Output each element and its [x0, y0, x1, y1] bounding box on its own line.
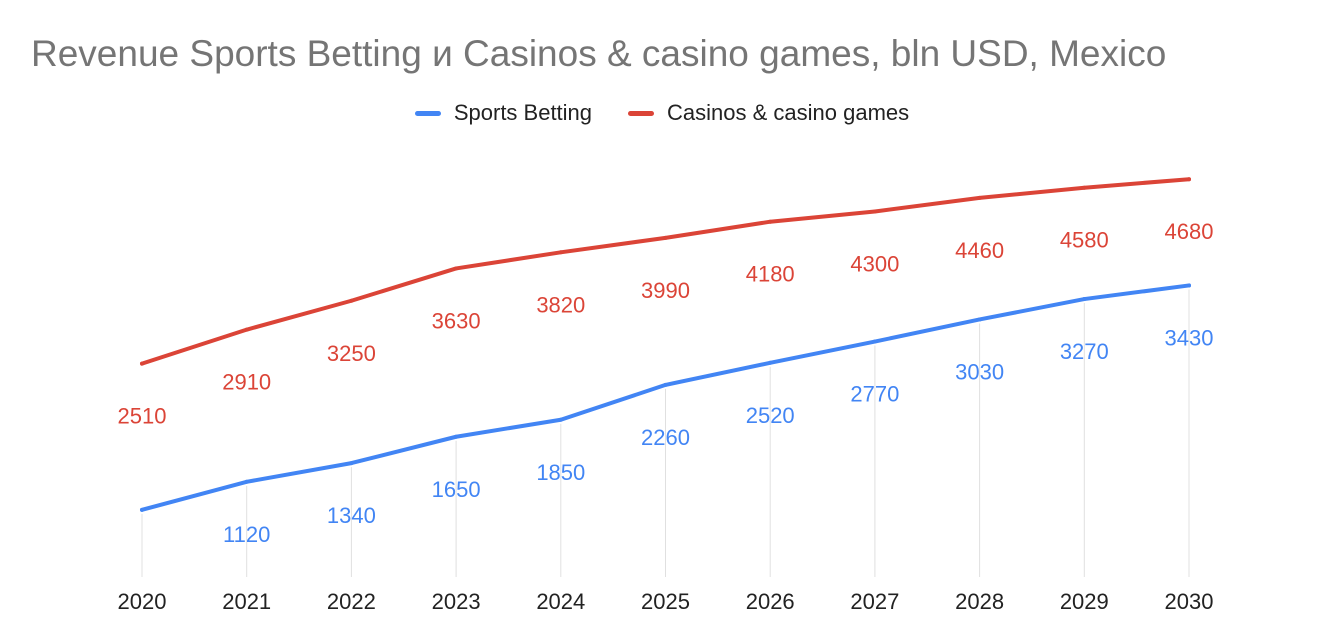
data-point-casinos-casino-games-2025 [663, 235, 668, 240]
data-label-sports-betting-2021: 1120 [223, 522, 270, 547]
data-label-sports-betting-2029: 3270 [1060, 339, 1109, 364]
data-point-sports-betting-2022 [349, 461, 354, 466]
x-tick-label-2028: 2028 [955, 589, 1004, 614]
data-point-sports-betting-2021 [244, 479, 249, 484]
x-tick-label-2030: 2030 [1165, 589, 1214, 614]
data-point-sports-betting-2020 [140, 507, 144, 512]
x-tick-label-2022: 2022 [327, 589, 376, 614]
legend-swatch-casinos [628, 110, 655, 116]
data-label-casinos-casino-games-2027: 4300 [850, 252, 899, 277]
data-label-casinos-casino-games-2023: 3630 [432, 308, 481, 333]
data-label-casinos-casino-games-2030: 4680 [1165, 219, 1214, 244]
data-point-casinos-casino-games-2020 [140, 361, 144, 366]
x-tick-label-2027: 2027 [850, 589, 899, 614]
x-tick-label-2021: 2021 [222, 589, 271, 614]
x-tick-label-2024: 2024 [536, 589, 585, 614]
x-tick-label-2029: 2029 [1060, 589, 1109, 614]
legend-label-sports-betting: Sports Betting [453, 100, 593, 125]
data-label-casinos-casino-games-2026: 4180 [746, 262, 795, 287]
legend-swatch-sports-betting [414, 110, 441, 116]
data-point-casinos-casino-games-2024 [558, 250, 563, 255]
data-point-casinos-casino-games-2023 [454, 266, 459, 271]
data-label-casinos-casino-games-2024: 3820 [536, 292, 585, 317]
data-point-casinos-casino-games-2026 [768, 219, 773, 224]
data-point-sports-betting-2027 [872, 339, 877, 344]
data-label-casinos-casino-games-2028: 4460 [955, 238, 1004, 263]
data-point-sports-betting-2023 [454, 434, 459, 439]
data-label-casinos-casino-games-2029: 4580 [1060, 228, 1109, 253]
data-point-casinos-casino-games-2027 [872, 209, 877, 214]
series-line-casinos-casino-games [140, 177, 1191, 366]
data-point-casinos-casino-games-2029 [1082, 185, 1087, 190]
legend-item-casinos: Casinos & casino games [628, 100, 909, 126]
data-point-casinos-casino-games-2030 [1187, 177, 1191, 182]
legend-item-sports-betting: Sports Betting [414, 100, 593, 126]
data-label-sports-betting-2024: 1850 [536, 460, 585, 485]
data-label-sports-betting-2023: 1650 [432, 477, 481, 502]
data-label-sports-betting-2030: 3430 [1165, 325, 1214, 350]
data-point-sports-betting-2024 [558, 417, 563, 422]
data-point-casinos-casino-games-2022 [349, 298, 354, 303]
data-label-sports-betting-2025: 2260 [641, 425, 690, 450]
data-label-sports-betting-2026: 2520 [746, 403, 795, 428]
chart-legend: Sports Betting Casinos & casino games [0, 100, 1324, 126]
data-label-casinos-casino-games-2025: 3990 [641, 278, 690, 303]
data-point-sports-betting-2026 [768, 360, 773, 365]
data-label-sports-betting-2022: 1340 [327, 503, 376, 528]
data-label-casinos-casino-games-2020: 2510 [118, 404, 167, 429]
x-tick-label-2020: 2020 [118, 589, 167, 614]
data-point-casinos-casino-games-2021 [244, 327, 249, 332]
data-point-sports-betting-2025 [663, 382, 668, 387]
x-tick-label-2023: 2023 [432, 589, 481, 614]
legend-label-casinos: Casinos & casino games [667, 100, 910, 125]
data-label-sports-betting-2028: 3030 [955, 359, 1004, 384]
data-label-sports-betting-2027: 2770 [850, 382, 899, 407]
chart-title: Revenue Sports Betting и Casinos & casin… [31, 33, 1167, 74]
x-tick-label-2025: 2025 [641, 589, 690, 614]
data-label-casinos-casino-games-2022: 3250 [327, 341, 376, 366]
data-point-sports-betting-2028 [977, 317, 982, 322]
data-label-casinos-casino-games-2021: 2910 [222, 370, 271, 395]
x-tick-label-2026: 2026 [746, 589, 795, 614]
data-point-sports-betting-2029 [1082, 297, 1087, 302]
data-point-casinos-casino-games-2028 [977, 195, 982, 200]
data-point-sports-betting-2030 [1187, 283, 1191, 288]
